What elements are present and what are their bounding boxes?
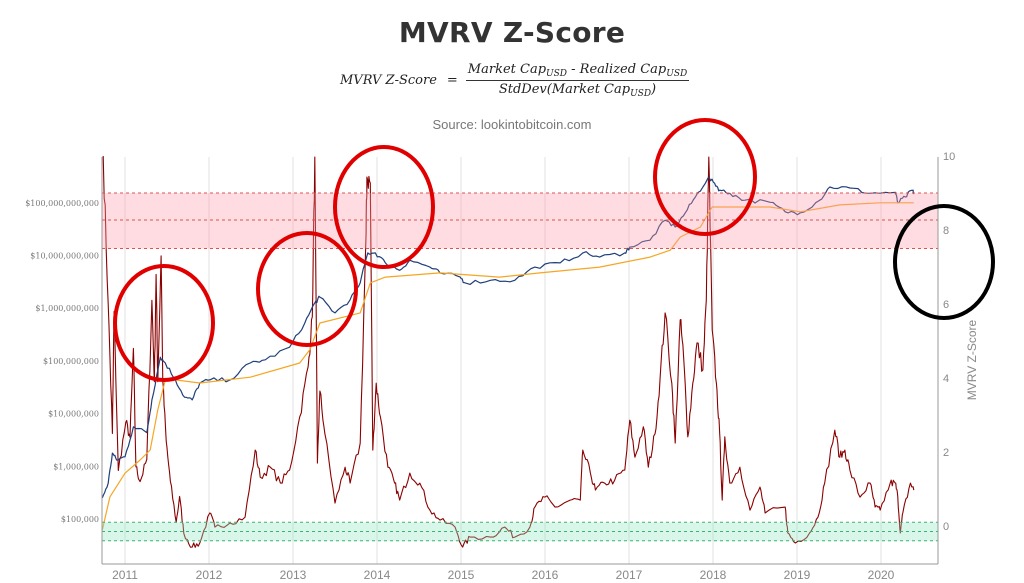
x-tick-label: 2014 (364, 568, 391, 582)
left-tick-label: $10,000,000,000 (30, 252, 99, 261)
green-zone-band (102, 522, 938, 541)
formula-denominator: StdDev(Market CapUSD) (499, 81, 656, 99)
den-a-sub: USD (630, 89, 652, 99)
formula-lhs: MVRV Z-Score (340, 73, 437, 88)
right-tick-label: 8 (943, 225, 949, 237)
source-note: Source: lookintobitcoin.com (432, 117, 592, 132)
left-tick-label: $1,000,000 (53, 462, 99, 471)
num-b-sub: USD (666, 69, 688, 79)
right-tick-label: 2 (943, 447, 949, 459)
right-tick-label: 0 (943, 521, 949, 533)
formula: MVRV Z-Score = Market CapUSD - Realized … (340, 62, 690, 99)
red-highlight-circle (256, 231, 358, 347)
red-zone-band (102, 193, 938, 249)
den-a: StdDev(Market Cap (498, 82, 631, 97)
left-tick-label: $100,000 (61, 515, 99, 524)
chart-title: MVRV Z-Score (398, 16, 626, 49)
num-a-sub: USD (546, 69, 567, 79)
num-a: Market Cap (467, 62, 547, 77)
left-tick-label: $100,000,000,000 (25, 199, 99, 208)
left-tick-label: $100,000,000 (43, 357, 99, 366)
right-axis-title: MVRV Z-Score (965, 319, 979, 400)
left-tick-label: $10,000,000 (48, 410, 99, 419)
den-b: ) (651, 82, 657, 97)
x-tick-label: 2016 (532, 568, 559, 582)
x-tick-label: 2015 (448, 568, 475, 582)
black-highlight-circle (893, 204, 995, 320)
axes-layer: 2011 2012 2013 2014 2015 2016 2017 2018 2019 2020… (25, 151, 979, 582)
right-tick-label: 4 (943, 373, 949, 385)
red-highlight-circle (653, 118, 757, 236)
realized-cap-line (101, 202, 914, 531)
right-tick-label: 10 (943, 151, 955, 163)
num-b: - Realized Cap (567, 62, 667, 77)
x-tick-label: 2018 (700, 568, 727, 582)
annotation-layer (113, 118, 995, 382)
band-layer (102, 192, 938, 542)
x-tick-label: 2019 (784, 568, 811, 582)
x-tick-label: 2012 (196, 568, 223, 582)
right-tick-label: 6 (943, 299, 949, 311)
red-highlight-circle (333, 145, 435, 269)
z-score-line (102, 155, 915, 548)
x-tick-label: 2017 (616, 568, 643, 582)
formula-equals: = (446, 73, 458, 88)
series-layer (101, 155, 915, 548)
red-highlight-circle (113, 264, 215, 382)
formula-numerator: Market CapUSD - Realized CapUSD (465, 62, 690, 81)
left-tick-label: $1,000,000,000 (35, 304, 99, 313)
x-tick-label: 2011 (112, 568, 138, 582)
x-tick-label: 2020 (868, 568, 895, 582)
formula-fraction: Market CapUSD - Realized CapUSD StdDev(M… (465, 62, 690, 99)
x-tick-label: 2013 (280, 568, 307, 582)
